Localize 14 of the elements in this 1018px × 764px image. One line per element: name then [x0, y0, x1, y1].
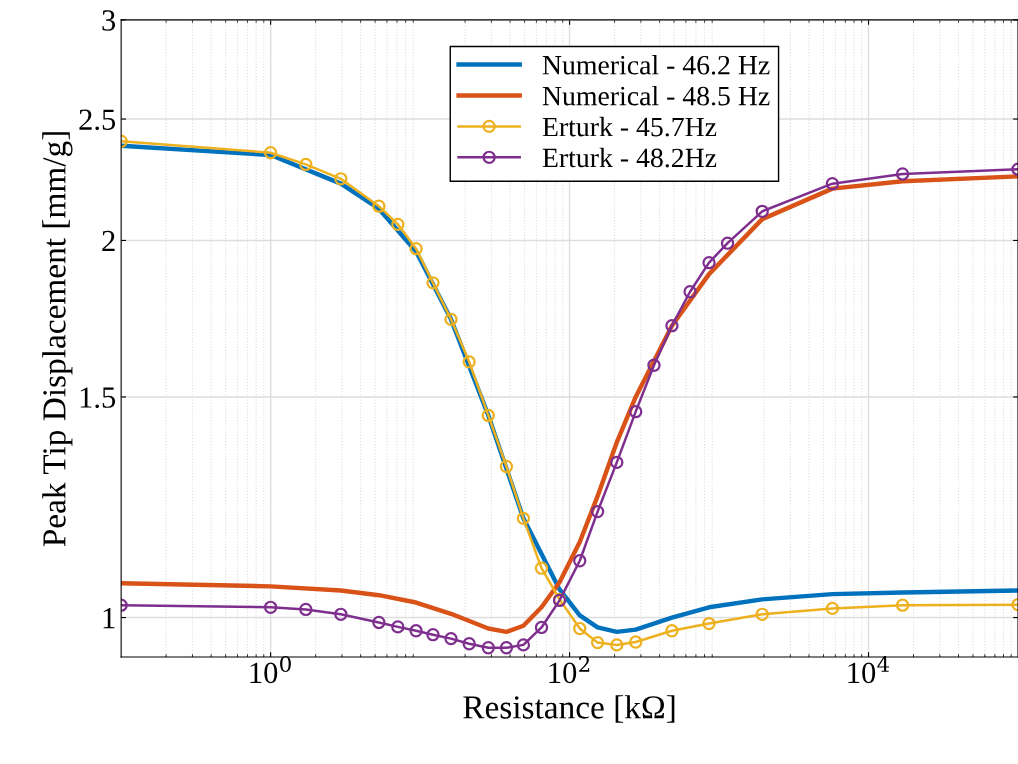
legend-label: Erturk - 48.2Hz	[542, 147, 717, 168]
y-axis-title: Peak Tip Displacement [mm/g]	[42, 132, 73, 547]
x-tick-label: 10$^{0}$	[250, 655, 291, 684]
y-tick-label: 1	[103, 607, 115, 629]
legend-label: Numerical - 46.2 Hz	[542, 55, 770, 75]
y-tick-label: 2	[102, 230, 115, 252]
x-tick-label: 10$^{4}$	[848, 655, 890, 684]
legend-label: Erturk - 45.7Hz	[542, 116, 717, 137]
y-tick-label: 1.5	[80, 387, 116, 408]
y-tick-label: 2.5	[79, 109, 116, 131]
legend-label: Numerical - 48.5 Hz	[542, 85, 770, 106]
x-axis-title: Resistance [kΩ]	[463, 695, 675, 723]
x-tick-label: 10$^{2}$	[549, 655, 590, 684]
y-tick-label: 3	[102, 10, 116, 31]
